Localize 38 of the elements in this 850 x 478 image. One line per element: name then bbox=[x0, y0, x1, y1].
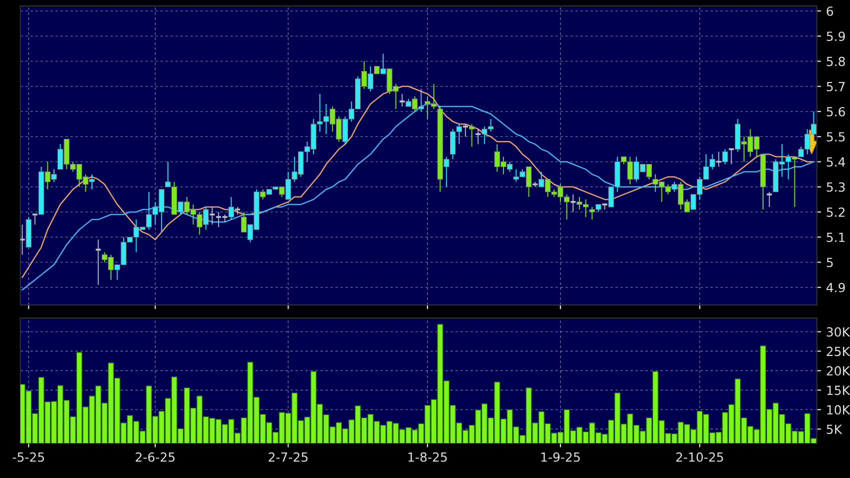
candlestick bbox=[208, 206, 216, 226]
candlestick bbox=[398, 93, 406, 108]
candlestick bbox=[94, 239, 102, 286]
y-tick-label: 30K bbox=[826, 327, 850, 337]
candlestick bbox=[766, 191, 773, 208]
y-tick-label: 5.5 bbox=[826, 132, 845, 142]
candlestick bbox=[462, 124, 469, 138]
y-tick-label: 5.4 bbox=[826, 157, 846, 167]
y-tick-label: 5.1 bbox=[826, 232, 845, 242]
candlestick bbox=[228, 196, 234, 220]
candlestick bbox=[474, 128, 482, 145]
candlestick bbox=[32, 214, 38, 226]
candlestick bbox=[570, 194, 577, 213]
x-tick-label: 1-9-25 bbox=[541, 452, 580, 462]
candlestick bbox=[468, 124, 475, 148]
y-tick-label: 10K bbox=[827, 405, 850, 415]
y-tick-label: 5.9 bbox=[826, 32, 845, 42]
y-tick-label: 5K bbox=[826, 424, 842, 434]
y-tick-label: 25K bbox=[826, 346, 850, 356]
y-tick-label: 5.2 bbox=[826, 207, 845, 217]
x-tick-label: 2-10-25 bbox=[676, 452, 724, 462]
candlestick bbox=[601, 204, 608, 210]
x-tick-label: 1-8-25 bbox=[408, 452, 447, 462]
y-tick-label: 20K bbox=[826, 366, 850, 376]
y-tick-label: 5.8 bbox=[826, 56, 845, 66]
y-tick-label: 15K bbox=[827, 386, 850, 396]
x-tick-label: 2-6-25 bbox=[136, 452, 175, 462]
y-tick-label: 5.6 bbox=[826, 106, 845, 116]
y-tick-label: 5.3 bbox=[826, 182, 845, 192]
y-tick-label: 5.7 bbox=[826, 82, 845, 92]
candlestick bbox=[715, 151, 722, 168]
y-tick-label: 6 bbox=[826, 6, 834, 16]
x-tick-label: -5-25 bbox=[12, 452, 44, 462]
y-tick-label: 4.9 bbox=[826, 282, 845, 292]
candlestick bbox=[722, 148, 728, 165]
candlestick bbox=[728, 148, 735, 165]
x-tick-label: 2-7-25 bbox=[268, 452, 308, 462]
y-tick-label: 5 bbox=[826, 258, 833, 268]
